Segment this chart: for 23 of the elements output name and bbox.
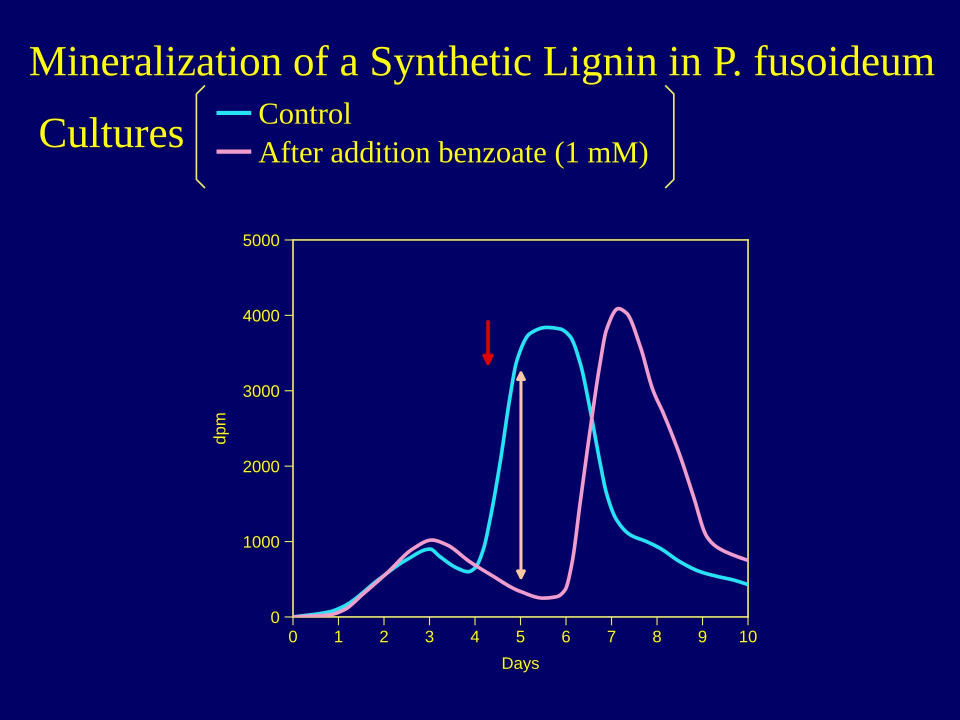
x-tick-label: 8 xyxy=(653,630,661,642)
legend-title: Cultures xyxy=(40,117,183,148)
y-tick-label: 4000 xyxy=(243,310,280,322)
y-tick-label: 0 xyxy=(271,611,280,624)
x-tick-label: 7 xyxy=(608,630,616,642)
x-tick-label: 5 xyxy=(516,630,524,642)
y-tick-label: 5000 xyxy=(243,234,280,246)
x-tick-label: 10 xyxy=(740,630,757,642)
x-tick-label: 3 xyxy=(426,630,434,642)
x-tick-label: 6 xyxy=(562,630,570,642)
x-tick-label: 2 xyxy=(380,630,388,642)
legend-label: After addition benzoate (1 mM) xyxy=(258,140,648,169)
chart-title: Mineralization of a Synthetic Lignin in P. fusoideum xyxy=(30,45,934,85)
y-tick-label: 2000 xyxy=(244,460,280,472)
x-tick-label: 4 xyxy=(470,630,480,642)
x-tick-label: 1 xyxy=(335,630,342,642)
legend-label: Control xyxy=(260,102,352,124)
y-axis-title: dpm xyxy=(213,413,229,444)
x-tick-label: 9 xyxy=(698,630,706,642)
y-tick-label: 3000 xyxy=(243,385,280,397)
y-tick-label: 1000 xyxy=(244,536,280,548)
x-tick-label: 0 xyxy=(289,630,297,642)
x-axis-title: Days xyxy=(502,657,539,672)
